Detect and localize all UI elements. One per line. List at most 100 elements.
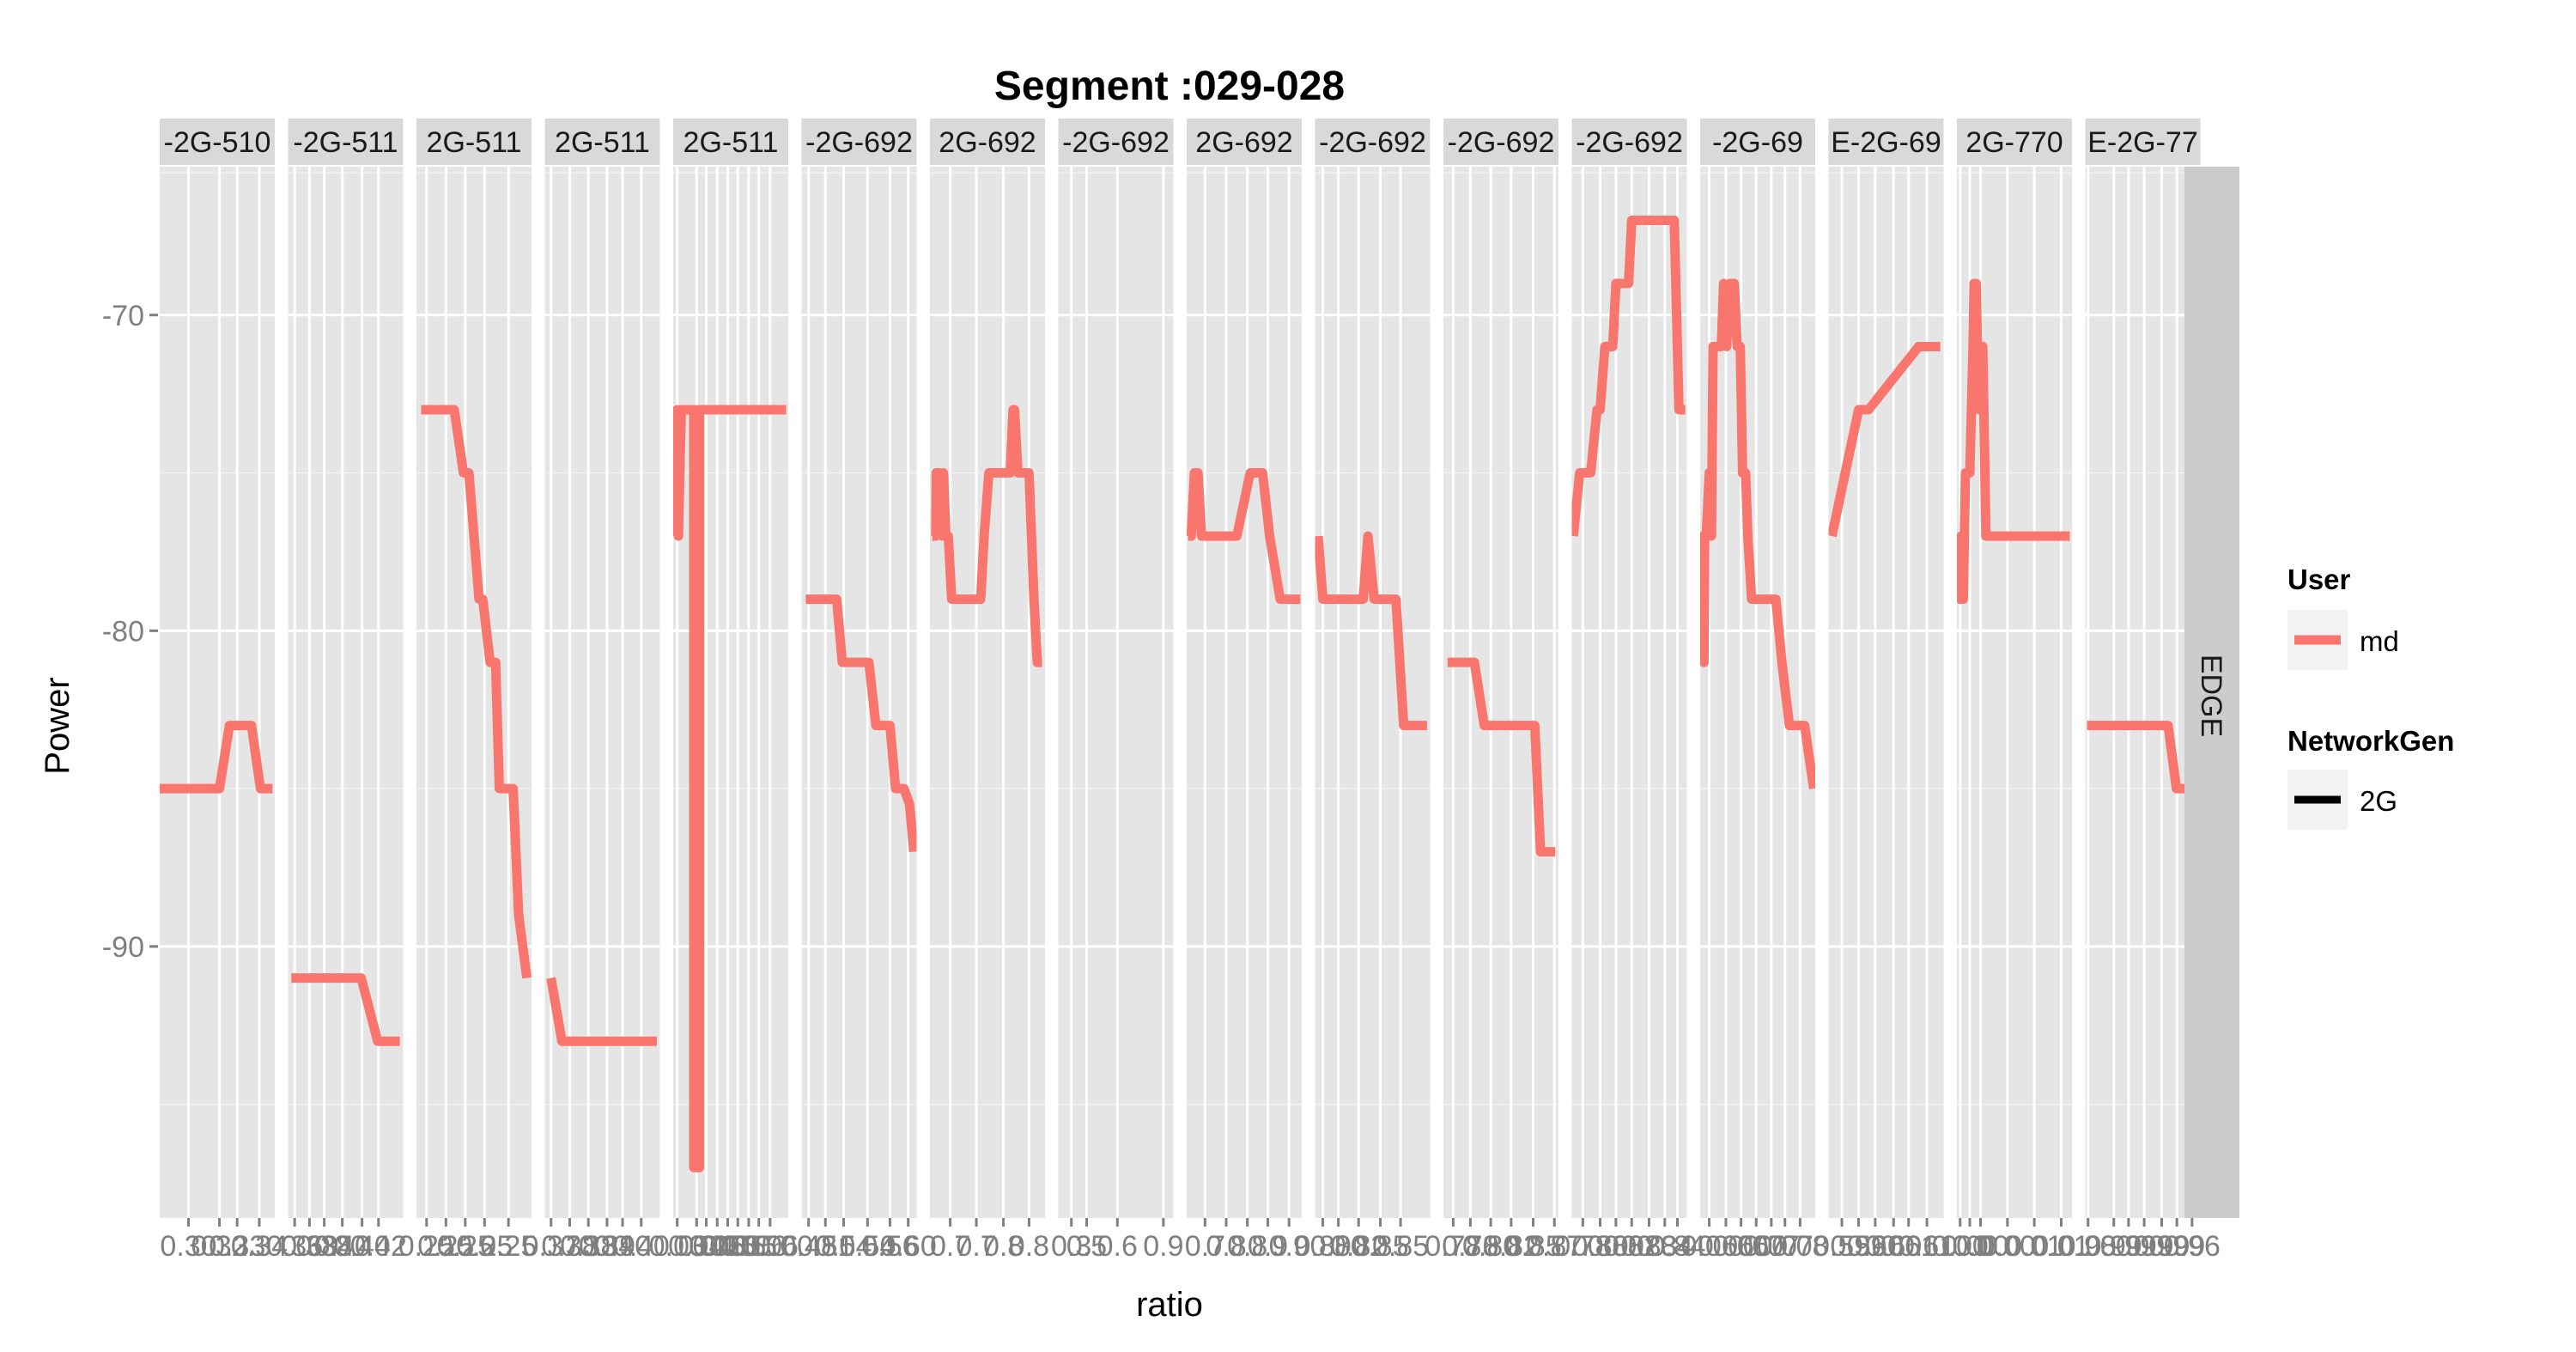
x-tick-label: 0.08 [1771, 1230, 1828, 1263]
x-tick-label: 0.06 [742, 1230, 799, 1263]
y-tick-label: -90 [102, 931, 144, 964]
series-line-md [1315, 531, 1427, 731]
x-tick-label: 0.9 [1269, 1230, 1309, 1263]
x-tick-label: 0.54 [815, 1230, 872, 1263]
x-tick-label: 0.34 [231, 1230, 288, 1263]
row-strip-background [2184, 167, 2239, 1218]
x-axis-title: ratio [1136, 1286, 1203, 1324]
panel-background [544, 167, 660, 1218]
x-tick-label: 0.30 [160, 1230, 216, 1263]
x-tick-label: 0.61 [1899, 1230, 1955, 1263]
facet-strip-label: -2G-692 [1576, 126, 1683, 159]
x-tick-label: 0.32 [191, 1230, 247, 1263]
x-tick-label: 0.38 [560, 1230, 617, 1263]
x-tick-label: 0.80 [1310, 1230, 1367, 1263]
facet-strip [930, 119, 1045, 165]
facet-strip-label: 2G-511 [555, 126, 650, 159]
facet-strip-label: -2G-692 [1448, 126, 1555, 159]
facet-strip [2085, 119, 2201, 165]
x-tick-label: 0.04 [668, 1230, 725, 1263]
x-tick-label: 0.8 [1206, 1230, 1246, 1263]
x-tick-label: 0.8 [983, 1230, 1024, 1263]
x-tick-label: 0.03 [649, 1230, 706, 1263]
x-tick-label: 0.40 [334, 1230, 391, 1263]
x-tick-label: 0.06 [1713, 1230, 1770, 1263]
series-line-md [1447, 657, 1556, 857]
x-tick-label: 0.60 [1847, 1230, 1904, 1263]
series-line-md [805, 594, 917, 853]
x-tick-label: 0.6 [1097, 1230, 1138, 1263]
panel-background [1443, 167, 1558, 1218]
series-line-md [1828, 342, 1941, 538]
facet-strip [160, 119, 275, 165]
x-tick-label: 0.39 [579, 1230, 635, 1263]
x-tick-label: 0.25 [398, 1230, 455, 1263]
x-tick-label: 0.96 [2164, 1230, 2221, 1263]
facet-strip [673, 119, 788, 165]
x-tick-label: 0.25 [417, 1230, 474, 1263]
x-tick-label: 0.48 [781, 1230, 837, 1263]
x-tick-label: 0.98 [2060, 1230, 2117, 1263]
facet-panel-4: 2G-511 0.370.380.380.390.400.40 [523, 119, 670, 1263]
x-tick-label: 0.07 [1728, 1230, 1784, 1263]
x-tick-label: 0.87 [1526, 1230, 1583, 1263]
panel-background [2085, 167, 2201, 1218]
x-tick-label: 0.01 [2006, 1230, 2063, 1263]
x-tick-label: 0.54 [839, 1230, 896, 1263]
x-tick-label: 0.5 [1066, 1230, 1107, 1263]
panel-background [288, 167, 404, 1218]
x-tick-label: 0.05 [720, 1230, 777, 1263]
facet-strip-label: -2G-69 [1712, 126, 1803, 159]
series-line-md [1700, 278, 1815, 789]
facet-strip [801, 119, 917, 165]
series-line-md [291, 973, 400, 1046]
x-tick-label: 0.37 [523, 1230, 580, 1263]
facet-strip [1571, 119, 1687, 165]
x-tick-label: 0.06 [1680, 1230, 1737, 1263]
x-tick-label: 0.78 [1442, 1230, 1498, 1263]
x-tick-label: 0.9 [1248, 1230, 1288, 1263]
facet-strip-label: -2G-511 [293, 126, 398, 159]
series-line-md [1957, 278, 2070, 605]
legend-user-title: User [2287, 563, 2351, 595]
x-tick-label: 0.99 [2133, 1230, 2190, 1263]
x-tick-label: 0.00 [1941, 1230, 1998, 1263]
x-tick-label: 0.80 [1571, 1230, 1628, 1263]
x-tick-label: 0.8 [1009, 1230, 1049, 1263]
x-tick-label: 0.06 [731, 1230, 787, 1263]
facet-strip-label: -2G-692 [1319, 126, 1426, 159]
x-tick-label: 0.85 [1504, 1230, 1561, 1263]
x-tick-label: 0.51 [797, 1230, 854, 1263]
x-tick-label: 0.99 [2148, 1230, 2205, 1263]
x-tick-label: 0.01 [2032, 1230, 2089, 1263]
x-tick-label: 0.60 [880, 1230, 937, 1263]
x-tick-label: 0.00 [1952, 1230, 2008, 1263]
x-tick-label: 0.25 [437, 1230, 494, 1263]
y-tick-label: -80 [102, 615, 144, 648]
facet-panel-14: E-2G-69 0.590.590.600.600.610.61 [1814, 119, 1955, 1263]
x-tick-label: 0.00 [1979, 1230, 2036, 1263]
x-tick-label: 0.80 [1588, 1230, 1644, 1263]
facet-panel-11: -2G-692 0.780.780.800.820.850.87 [1425, 119, 1583, 1263]
row-strip-label: EDGE [2195, 655, 2227, 737]
x-tick-label: 0.78 [1425, 1230, 1481, 1263]
panel-background [1315, 167, 1431, 1218]
facet-strip-label: 2G-511 [427, 126, 522, 159]
facet-strip-label: 2G-692 [1195, 126, 1292, 159]
x-tick-label: 0.25 [480, 1230, 537, 1263]
y-axis-title: Power [39, 677, 76, 774]
facet-strip-label: 2G-692 [939, 126, 1036, 159]
series-line-md [673, 405, 787, 1172]
series-line-md [546, 977, 657, 1046]
panel-background [416, 167, 532, 1218]
facet-strip [1957, 119, 2072, 165]
x-tick-label: 0.56 [861, 1230, 918, 1263]
x-tick-label: 0.78 [1554, 1230, 1611, 1263]
facet-strip [1828, 119, 1944, 165]
x-tick-label: 0.7 [1185, 1230, 1225, 1263]
facet-panels: -2G-5100.300.320.330.34-2G-5110.360.380.… [160, 119, 2221, 1263]
